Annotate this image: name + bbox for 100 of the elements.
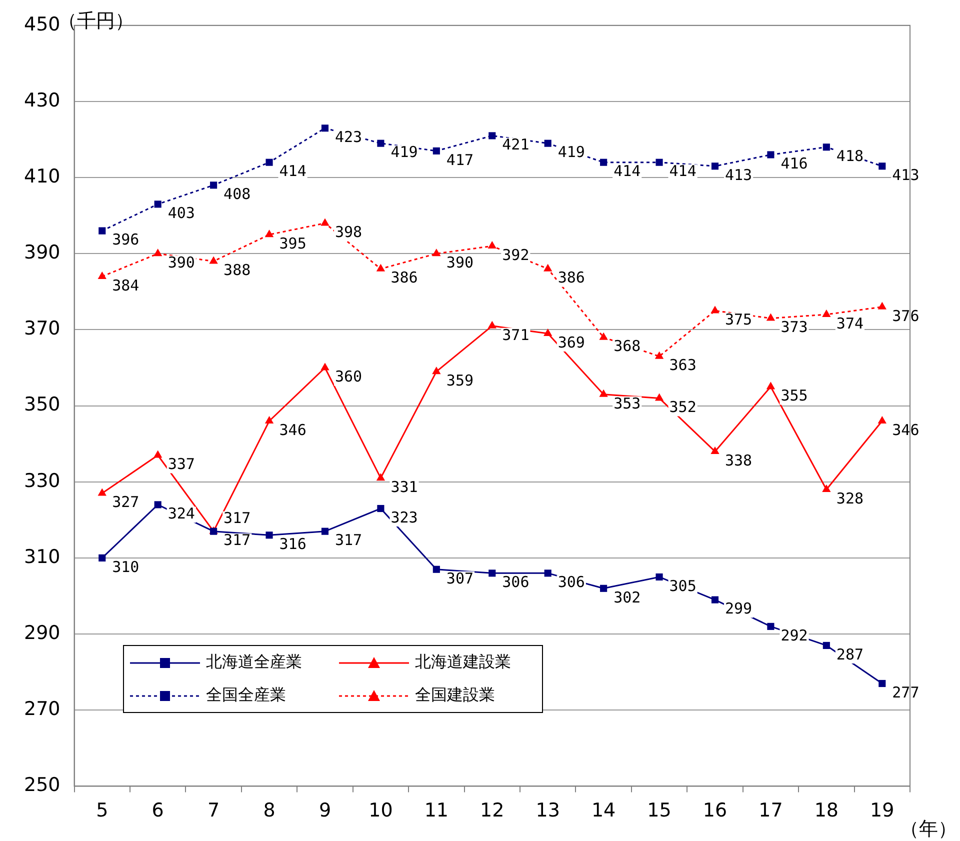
point bbox=[154, 450, 162, 458]
data-label: 352 bbox=[669, 398, 696, 416]
data-label: 376 bbox=[892, 306, 920, 325]
point bbox=[878, 680, 886, 688]
point bbox=[154, 248, 162, 256]
point bbox=[822, 144, 830, 151]
data-label: 384 bbox=[112, 276, 140, 294]
legend-label: 北海道建設業 bbox=[415, 652, 511, 673]
data-label: 414 bbox=[614, 162, 641, 180]
point bbox=[98, 554, 106, 562]
point bbox=[654, 351, 664, 359]
point bbox=[710, 446, 720, 454]
x-tick-label: 14 bbox=[591, 800, 616, 822]
y-tick-label: 430 bbox=[24, 89, 60, 112]
point bbox=[488, 320, 496, 328]
data-label: 328 bbox=[836, 489, 864, 508]
data-label: 287 bbox=[836, 645, 864, 664]
data-label: 390 bbox=[168, 254, 195, 272]
y-tick-label: 450 bbox=[24, 13, 60, 36]
point bbox=[98, 488, 106, 496]
point bbox=[320, 218, 330, 226]
point bbox=[432, 566, 440, 573]
point bbox=[488, 241, 496, 249]
x-tick-label: 8 bbox=[263, 800, 276, 822]
data-label: 307 bbox=[446, 569, 474, 588]
point bbox=[599, 332, 608, 340]
data-label: 360 bbox=[334, 368, 362, 386]
x-tick-label: 15 bbox=[647, 800, 672, 822]
point bbox=[710, 306, 720, 314]
point bbox=[600, 158, 608, 166]
data-label: 398 bbox=[334, 223, 362, 242]
point bbox=[654, 393, 664, 401]
point bbox=[822, 484, 831, 492]
data-label: 359 bbox=[446, 371, 474, 390]
point bbox=[711, 162, 719, 170]
point bbox=[377, 504, 384, 512]
point bbox=[321, 124, 329, 132]
point bbox=[599, 389, 608, 397]
data-label: 419 bbox=[390, 143, 418, 162]
x-axis-title: （年） bbox=[900, 817, 957, 841]
point bbox=[822, 310, 831, 318]
point bbox=[432, 147, 440, 154]
data-label: 414 bbox=[279, 162, 306, 180]
data-label: 306 bbox=[502, 573, 530, 592]
y-tick-label: 370 bbox=[24, 318, 60, 340]
data-label: 419 bbox=[558, 143, 585, 162]
point bbox=[822, 642, 830, 649]
data-label: 306 bbox=[558, 573, 585, 592]
data-label: 396 bbox=[112, 230, 140, 249]
data-label: 317 bbox=[224, 531, 251, 550]
point bbox=[266, 158, 273, 166]
data-label: 305 bbox=[669, 576, 696, 595]
x-tick-label: 11 bbox=[424, 800, 449, 822]
data-label: 363 bbox=[669, 356, 696, 374]
point bbox=[711, 596, 719, 604]
x-tick-label: 6 bbox=[152, 800, 164, 822]
point bbox=[98, 227, 106, 234]
data-label: 375 bbox=[724, 310, 752, 329]
data-label: 316 bbox=[279, 535, 306, 554]
point bbox=[878, 416, 886, 424]
point bbox=[544, 570, 552, 577]
data-label: 327 bbox=[112, 493, 140, 512]
y-tick-label: 350 bbox=[24, 394, 60, 416]
data-label: 392 bbox=[502, 246, 530, 264]
x-tick-label: 16 bbox=[702, 800, 728, 822]
data-label: 388 bbox=[224, 261, 251, 280]
data-label: 373 bbox=[780, 318, 808, 336]
point bbox=[432, 248, 441, 256]
data-label: 299 bbox=[724, 600, 752, 618]
point bbox=[656, 573, 663, 581]
data-label: 371 bbox=[502, 326, 530, 344]
data-label: 331 bbox=[390, 478, 418, 496]
data-label: 310 bbox=[112, 558, 140, 576]
point bbox=[766, 313, 776, 321]
point bbox=[767, 151, 774, 158]
x-tick-label: 12 bbox=[480, 800, 504, 822]
data-label: 403 bbox=[168, 204, 195, 222]
x-tick-label: 10 bbox=[368, 800, 393, 822]
data-label: 386 bbox=[558, 268, 585, 287]
y-tick-label: 390 bbox=[24, 242, 60, 264]
y-tick-label: 310 bbox=[24, 546, 60, 568]
data-label: 395 bbox=[279, 234, 306, 253]
point bbox=[544, 264, 552, 272]
data-label: 418 bbox=[836, 147, 864, 166]
y-tick-label: 410 bbox=[24, 165, 60, 188]
data-label: 346 bbox=[892, 420, 920, 439]
point bbox=[544, 328, 552, 336]
point bbox=[209, 256, 218, 264]
data-label: 368 bbox=[614, 337, 641, 356]
data-label: 414 bbox=[669, 162, 696, 180]
point bbox=[264, 416, 274, 424]
y-axis-title: （千円） bbox=[58, 9, 134, 34]
data-label: 317 bbox=[224, 509, 251, 528]
point bbox=[264, 230, 274, 238]
data-label: 413 bbox=[892, 166, 920, 184]
data-label: 338 bbox=[724, 451, 752, 470]
x-tick-label: 18 bbox=[814, 800, 839, 822]
data-label: 337 bbox=[168, 455, 195, 474]
point bbox=[154, 200, 162, 208]
point bbox=[320, 362, 330, 370]
